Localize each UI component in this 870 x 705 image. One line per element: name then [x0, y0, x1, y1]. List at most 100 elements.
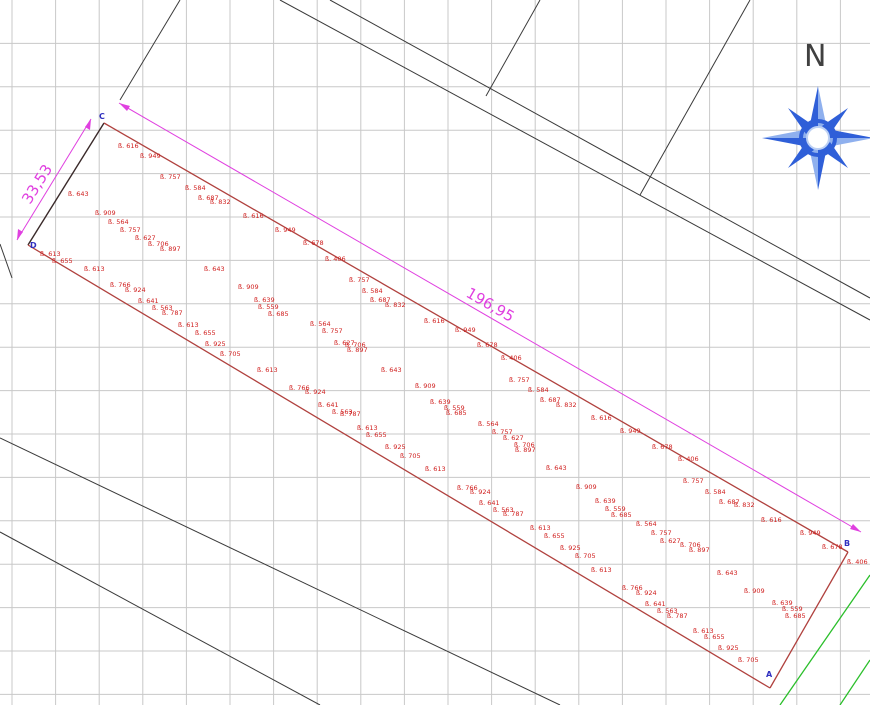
- elevation-label: ß. 627: [503, 434, 524, 442]
- plot-edge-da: [27, 244, 771, 689]
- green-line: [779, 574, 870, 705]
- elevation-label: ß. 925: [560, 544, 581, 552]
- elevation-label: ß. 643: [68, 190, 89, 198]
- elevation-label: ß. 613: [530, 524, 551, 532]
- elevation-label: ß. 909: [744, 587, 765, 595]
- elevation-label: ß. 627: [135, 234, 156, 242]
- elevation-label: ß. 616: [591, 414, 612, 422]
- elevation-label: ß. 613: [40, 250, 61, 258]
- length-dimension-label: 196,95: [463, 284, 517, 326]
- boundary-line: [485, 0, 541, 97]
- elevation-label: ß. 757: [322, 327, 343, 335]
- elevation-label: ß. 706: [514, 441, 535, 449]
- elevation-label: ß. 613: [84, 265, 105, 273]
- elevation-label: ß. 897: [689, 546, 710, 554]
- elevation-label: ß. 613: [257, 366, 278, 374]
- elevation-label: ß. 564: [636, 520, 657, 528]
- elevation-label: ß. 909: [415, 382, 436, 390]
- elevation-label: ß. 643: [381, 366, 402, 374]
- elevation-label: ß. 643: [546, 464, 567, 472]
- elevation-label: ß. 706: [345, 341, 366, 349]
- elevation-label: ß. 757: [349, 276, 370, 284]
- elevation-label: ß. 787: [667, 612, 688, 620]
- elevation-label: ß. 559: [258, 303, 279, 311]
- elevation-label: ß. 949: [620, 427, 641, 435]
- elevation-label: ß. 909: [576, 483, 597, 491]
- width-dimension-label: 33,53: [18, 161, 56, 207]
- corner-labels: C D B A: [30, 112, 850, 679]
- elevation-label: ß. 924: [305, 388, 326, 396]
- elevation-label: ß. 627: [660, 537, 681, 545]
- elevation-label: ß. 559: [782, 605, 803, 613]
- compass-rose-icon: [762, 86, 870, 190]
- elevation-label: ß. 616: [118, 142, 139, 150]
- elevation-label: ß. 706: [680, 541, 701, 549]
- elevation-label: ß. 685: [611, 511, 632, 519]
- elevation-labels: ß. 616 ß. 949 ß. 643 ß. 757 ß. 584 ß. 909 ß. 6…: [40, 142, 868, 664]
- elevation-label: ß. 925: [718, 644, 739, 652]
- elevation-label: ß. 925: [205, 340, 226, 348]
- elevation-label: ß. 705: [220, 350, 241, 358]
- elevation-label: ß. 687: [198, 194, 219, 202]
- elevation-label: ß. 949: [800, 529, 821, 537]
- elevation-label: ß. 584: [362, 287, 383, 295]
- elevation-label: ß. 925: [385, 443, 406, 451]
- elevation-label: ß. 406: [678, 455, 699, 463]
- boundary-line: [0, 531, 321, 705]
- elevation-label: ß. 655: [52, 257, 73, 265]
- elevation-label: ß. 584: [185, 184, 206, 192]
- elevation-label: ß. 766: [289, 384, 310, 392]
- elevation-label: ß. 641: [318, 401, 339, 409]
- elevation-label: ß. 949: [275, 226, 296, 234]
- elevation-label: ß. 757: [160, 173, 181, 181]
- elevation-label: ß. 787: [340, 410, 361, 418]
- corner-label-c: C: [99, 112, 105, 121]
- elevation-label: ß. 685: [446, 409, 467, 417]
- elevation-label: ß. 949: [455, 326, 476, 334]
- elevation-label: ß. 678: [477, 341, 498, 349]
- elevation-label: ß. 643: [204, 265, 225, 273]
- elevation-label: ß. 832: [556, 401, 577, 409]
- elevation-label: ß. 787: [162, 309, 183, 317]
- elevation-label: ß. 687: [370, 296, 391, 304]
- elevation-label: ß. 655: [544, 532, 565, 540]
- length-dimension-line: [118, 102, 862, 533]
- elevation-label: ß. 616: [424, 317, 445, 325]
- elevation-label: ß. 563: [493, 506, 514, 514]
- elevation-label: ß. 616: [243, 212, 264, 220]
- elevation-label: ß. 897: [160, 245, 181, 253]
- elevation-label: ß. 563: [332, 408, 353, 416]
- elevation-label: ß. 559: [605, 505, 626, 513]
- plot-boundary: [27, 122, 849, 689]
- elevation-label: ß. 757: [492, 428, 513, 436]
- elevation-label: ß. 641: [645, 600, 666, 608]
- elevation-label: ß. 705: [738, 656, 759, 664]
- elevation-label: ß. 832: [210, 198, 231, 206]
- elevation-label: ß. 924: [636, 589, 657, 597]
- elevation-label: ß. 924: [125, 286, 146, 294]
- elevation-label: ß. 909: [95, 209, 116, 217]
- elevation-label: ß. 564: [310, 320, 331, 328]
- corner-label-a: A: [766, 670, 773, 679]
- elevation-label: ß. 627: [334, 339, 355, 347]
- elevation-label: ß. 757: [651, 529, 672, 537]
- elevation-label: ß. 639: [430, 398, 451, 406]
- elevation-label: ß. 406: [501, 354, 522, 362]
- elevation-label: ß. 584: [528, 386, 549, 394]
- boundary-line: [0, 243, 13, 279]
- green-lines: [779, 574, 870, 705]
- elevation-label: ß. 909: [238, 283, 259, 291]
- boundary-line: [639, 0, 751, 196]
- elevation-label: ß. 685: [268, 310, 289, 318]
- elevation-label: ß. 643: [717, 569, 738, 577]
- elevation-label: ß. 616: [761, 516, 782, 524]
- arrow-head: [85, 119, 91, 130]
- elevation-label: ß. 897: [515, 446, 536, 454]
- elevation-label: ß. 678: [303, 239, 324, 247]
- elevation-label: ß. 757: [683, 477, 704, 485]
- elevation-label: ß. 613: [693, 627, 714, 635]
- elevation-label: ß. 832: [385, 301, 406, 309]
